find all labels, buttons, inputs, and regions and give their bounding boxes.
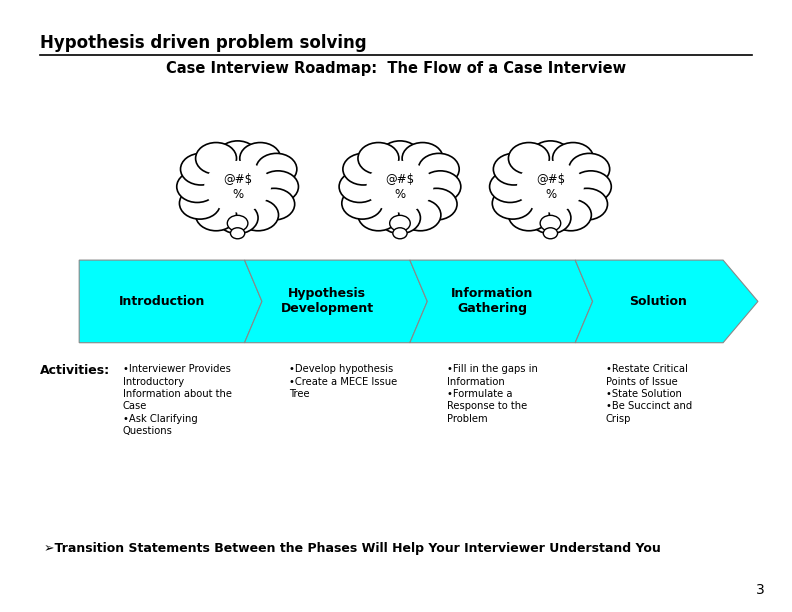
Polygon shape — [410, 260, 592, 343]
Text: •Interviewer Provides
Introductory
Information about the
Case
•Ask Clarifying
Qu: •Interviewer Provides Introductory Infor… — [123, 364, 232, 436]
Text: @#$
%: @#$ % — [386, 173, 414, 201]
Circle shape — [257, 171, 299, 203]
Circle shape — [358, 199, 399, 231]
Circle shape — [358, 143, 399, 174]
Circle shape — [339, 171, 380, 203]
Circle shape — [379, 202, 421, 234]
Circle shape — [196, 199, 237, 231]
Circle shape — [400, 199, 441, 231]
Circle shape — [493, 187, 533, 219]
Circle shape — [253, 188, 295, 220]
Circle shape — [493, 154, 535, 185]
Circle shape — [256, 154, 297, 185]
Text: •Fill in the gaps in
Information
•Formulate a
Response to the
Problem: •Fill in the gaps in Information •Formul… — [447, 364, 539, 424]
Text: Case Interview Roadmap:  The Flow of a Case Interview: Case Interview Roadmap: The Flow of a Ca… — [166, 61, 626, 76]
Circle shape — [540, 215, 561, 231]
Circle shape — [367, 161, 433, 212]
Circle shape — [416, 188, 457, 220]
Text: •Develop hypothesis
•Create a MECE Issue
Tree: •Develop hypothesis •Create a MECE Issue… — [289, 364, 398, 399]
Polygon shape — [79, 260, 262, 343]
Circle shape — [420, 171, 461, 203]
Polygon shape — [575, 260, 758, 343]
Text: Hypothesis
Development: Hypothesis Development — [280, 288, 374, 315]
Text: @#$
%: @#$ % — [223, 173, 252, 201]
Circle shape — [566, 188, 607, 220]
Circle shape — [553, 143, 593, 174]
Circle shape — [343, 154, 384, 185]
Circle shape — [217, 202, 258, 234]
Circle shape — [227, 215, 248, 231]
Text: Hypothesis driven problem solving: Hypothesis driven problem solving — [40, 34, 366, 52]
Text: Solution: Solution — [629, 295, 687, 308]
Text: ➢Transition Statements Between the Phases Will Help Your Interviewer Understand : ➢Transition Statements Between the Phase… — [44, 542, 661, 554]
Circle shape — [342, 187, 383, 219]
Text: @#$
%: @#$ % — [536, 173, 565, 201]
Circle shape — [217, 141, 258, 173]
Text: Introduction: Introduction — [119, 295, 205, 308]
Text: Activities:: Activities: — [40, 364, 110, 377]
Circle shape — [177, 171, 218, 203]
Circle shape — [181, 154, 222, 185]
Circle shape — [238, 199, 279, 231]
Circle shape — [240, 143, 280, 174]
Circle shape — [418, 154, 459, 185]
Text: Information
Gathering: Information Gathering — [451, 288, 534, 315]
Circle shape — [570, 171, 611, 203]
Circle shape — [230, 228, 245, 239]
Circle shape — [393, 228, 407, 239]
Circle shape — [550, 199, 592, 231]
Text: 3: 3 — [756, 583, 764, 597]
Circle shape — [390, 215, 410, 231]
Circle shape — [517, 161, 584, 212]
Circle shape — [402, 143, 443, 174]
Circle shape — [530, 202, 571, 234]
Circle shape — [543, 228, 558, 239]
Polygon shape — [245, 260, 428, 343]
Circle shape — [196, 143, 237, 174]
Circle shape — [508, 199, 550, 231]
Circle shape — [530, 141, 571, 173]
Circle shape — [569, 154, 610, 185]
Text: •Restate Critical
Points of Issue
•State Solution
•Be Succinct and
Crisp: •Restate Critical Points of Issue •State… — [606, 364, 692, 424]
Circle shape — [204, 161, 271, 212]
Circle shape — [180, 187, 220, 219]
Circle shape — [379, 141, 421, 173]
Circle shape — [489, 171, 531, 203]
Circle shape — [508, 143, 550, 174]
